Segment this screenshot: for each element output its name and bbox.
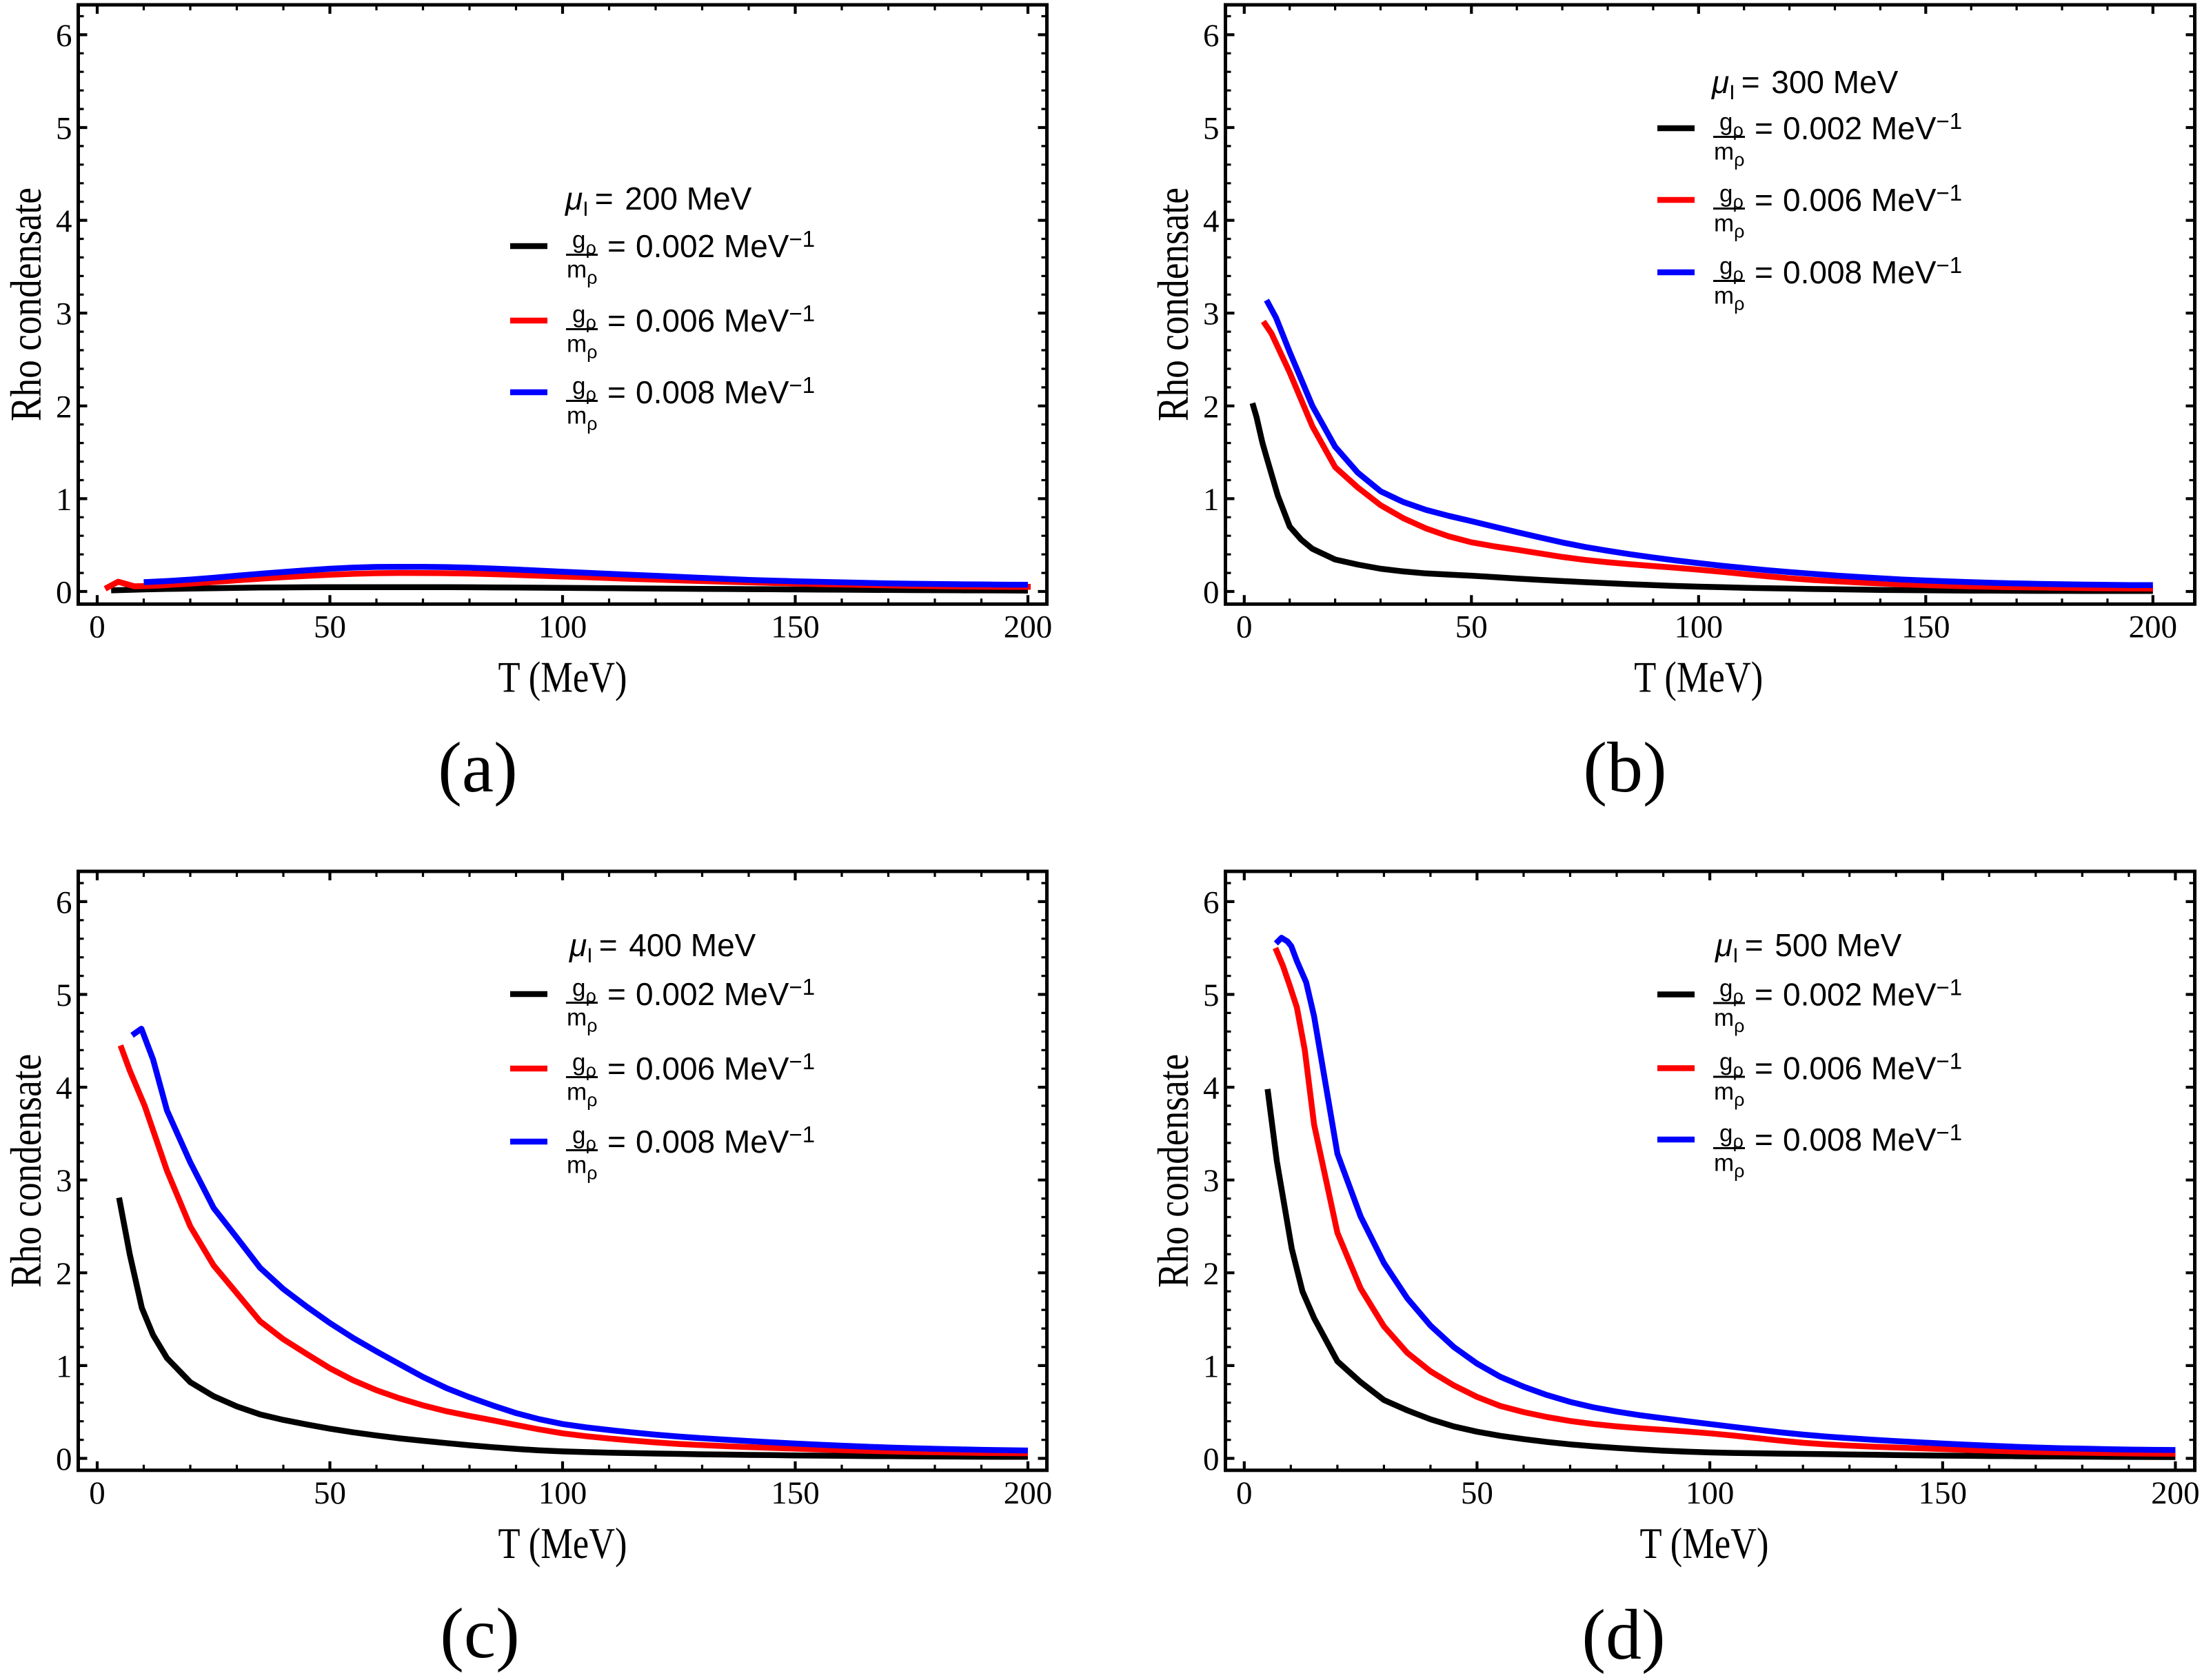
svg-text:0.002 MeV−1: 0.002 MeV−1 [1783,108,1962,146]
svg-text:0.008 MeV−1: 0.008 MeV−1 [1783,252,1962,290]
svg-text:Rho condensate: Rho condensate [1149,1054,1198,1288]
svg-text:6: 6 [56,18,72,54]
svg-text:50: 50 [1461,1475,1493,1511]
svg-text:0.002 MeV−1: 0.002 MeV−1 [636,974,815,1012]
svg-text:=: = [1755,182,1773,218]
svg-text:0: 0 [1236,1475,1253,1511]
svg-text:100: 100 [1675,609,1724,645]
svg-text:T (MeV): T (MeV) [1640,1519,1769,1568]
svg-text:μI = 300 MeV: μI = 300 MeV [1711,64,1899,104]
svg-text:Rho condensate: Rho condensate [2,1054,50,1288]
svg-text:2: 2 [1203,1256,1220,1292]
svg-text:mρ: mρ [1714,283,1745,314]
svg-text:Rho condensate: Rho condensate [2,188,50,421]
svg-text:100: 100 [538,609,587,645]
svg-text:T (MeV): T (MeV) [498,1519,627,1568]
svg-text:(c): (c) [440,1594,519,1673]
svg-text:3: 3 [1203,296,1220,332]
svg-text:0: 0 [1203,575,1220,611]
svg-text:4: 4 [56,203,72,239]
svg-text:=: = [607,374,626,410]
svg-text:0.008 MeV−1: 0.008 MeV−1 [636,1122,815,1160]
svg-text:4: 4 [56,1071,72,1106]
svg-text:3: 3 [1203,1163,1220,1199]
svg-text:4: 4 [1203,1071,1220,1106]
svg-text:50: 50 [314,1475,346,1511]
svg-text:1: 1 [56,1348,72,1384]
svg-text:0.006 MeV−1: 0.006 MeV−1 [636,1049,815,1086]
svg-text:0: 0 [89,609,105,645]
svg-text:200: 200 [1004,609,1053,645]
svg-text:=: = [607,976,626,1012]
svg-text:2: 2 [56,389,72,425]
svg-text:=: = [1755,1051,1773,1086]
svg-text:=: = [607,1124,626,1160]
svg-text:0: 0 [89,1475,105,1511]
svg-text:0.006 MeV−1: 0.006 MeV−1 [636,301,815,338]
svg-text:200: 200 [2151,1475,2200,1511]
svg-text:μI = 200 MeV: μI = 200 MeV [565,181,752,221]
svg-text:0: 0 [56,1441,72,1477]
svg-text:gρ: gρ [572,227,596,259]
svg-text:1: 1 [1203,482,1220,518]
svg-text:200: 200 [2129,609,2178,645]
svg-text:0.006 MeV−1: 0.006 MeV−1 [1783,1049,1962,1086]
svg-text:5: 5 [1203,111,1220,147]
svg-text:=: = [1755,110,1773,146]
svg-text:T (MeV): T (MeV) [498,653,627,701]
svg-text:3: 3 [56,1163,72,1199]
svg-text:150: 150 [771,1475,820,1511]
svg-text:4: 4 [1203,203,1220,239]
svg-text:5: 5 [56,978,72,1013]
svg-text:0.002 MeV−1: 0.002 MeV−1 [636,226,815,264]
svg-text:=: = [1755,977,1773,1013]
svg-text:3: 3 [56,296,72,332]
svg-text:6: 6 [56,884,72,920]
svg-text:(a): (a) [438,728,517,807]
svg-text:2: 2 [56,1256,72,1292]
svg-text:mρ: mρ [567,1079,598,1111]
svg-text:T (MeV): T (MeV) [1634,653,1763,701]
svg-text:150: 150 [771,609,820,645]
svg-text:50: 50 [1455,609,1488,645]
svg-text:=: = [607,228,626,264]
svg-text:1: 1 [1203,1348,1220,1384]
svg-text:6: 6 [1203,18,1220,54]
svg-text:=: = [1755,1122,1773,1157]
svg-text:0: 0 [56,575,72,611]
svg-text:150: 150 [1901,609,1950,645]
svg-text:0.006 MeV−1: 0.006 MeV−1 [1783,180,1962,218]
svg-text:=: = [607,1051,626,1086]
svg-text:1: 1 [56,482,72,518]
svg-text:Rho condensate: Rho condensate [1149,188,1198,421]
svg-text:100: 100 [538,1475,587,1511]
svg-text:μI = 500 MeV: μI = 500 MeV [1715,927,1902,967]
svg-text:150: 150 [1919,1475,1968,1511]
svg-text:(d): (d) [1582,1595,1665,1674]
svg-text:5: 5 [1203,978,1220,1013]
svg-text:(b): (b) [1583,728,1666,807]
svg-text:0.002 MeV−1: 0.002 MeV−1 [1783,975,1962,1013]
svg-text:mρ: mρ [1714,1078,1745,1110]
svg-text:200: 200 [1004,1475,1053,1511]
svg-text:0.008 MeV−1: 0.008 MeV−1 [636,372,815,410]
svg-text:=: = [607,303,626,338]
svg-text:2: 2 [1203,389,1220,425]
svg-text:0: 0 [1203,1441,1220,1477]
svg-text:0.008 MeV−1: 0.008 MeV−1 [1783,1120,1962,1157]
svg-text:5: 5 [56,111,72,147]
svg-text:gρ: gρ [1719,1049,1744,1080]
svg-text:gρ: gρ [1719,1120,1744,1152]
svg-text:0: 0 [1236,609,1253,645]
svg-text:μI = 400 MeV: μI = 400 MeV [569,927,756,967]
svg-text:6: 6 [1203,884,1220,920]
svg-text:50: 50 [314,609,346,645]
svg-text:=: = [1755,254,1773,290]
svg-text:100: 100 [1686,1475,1735,1511]
